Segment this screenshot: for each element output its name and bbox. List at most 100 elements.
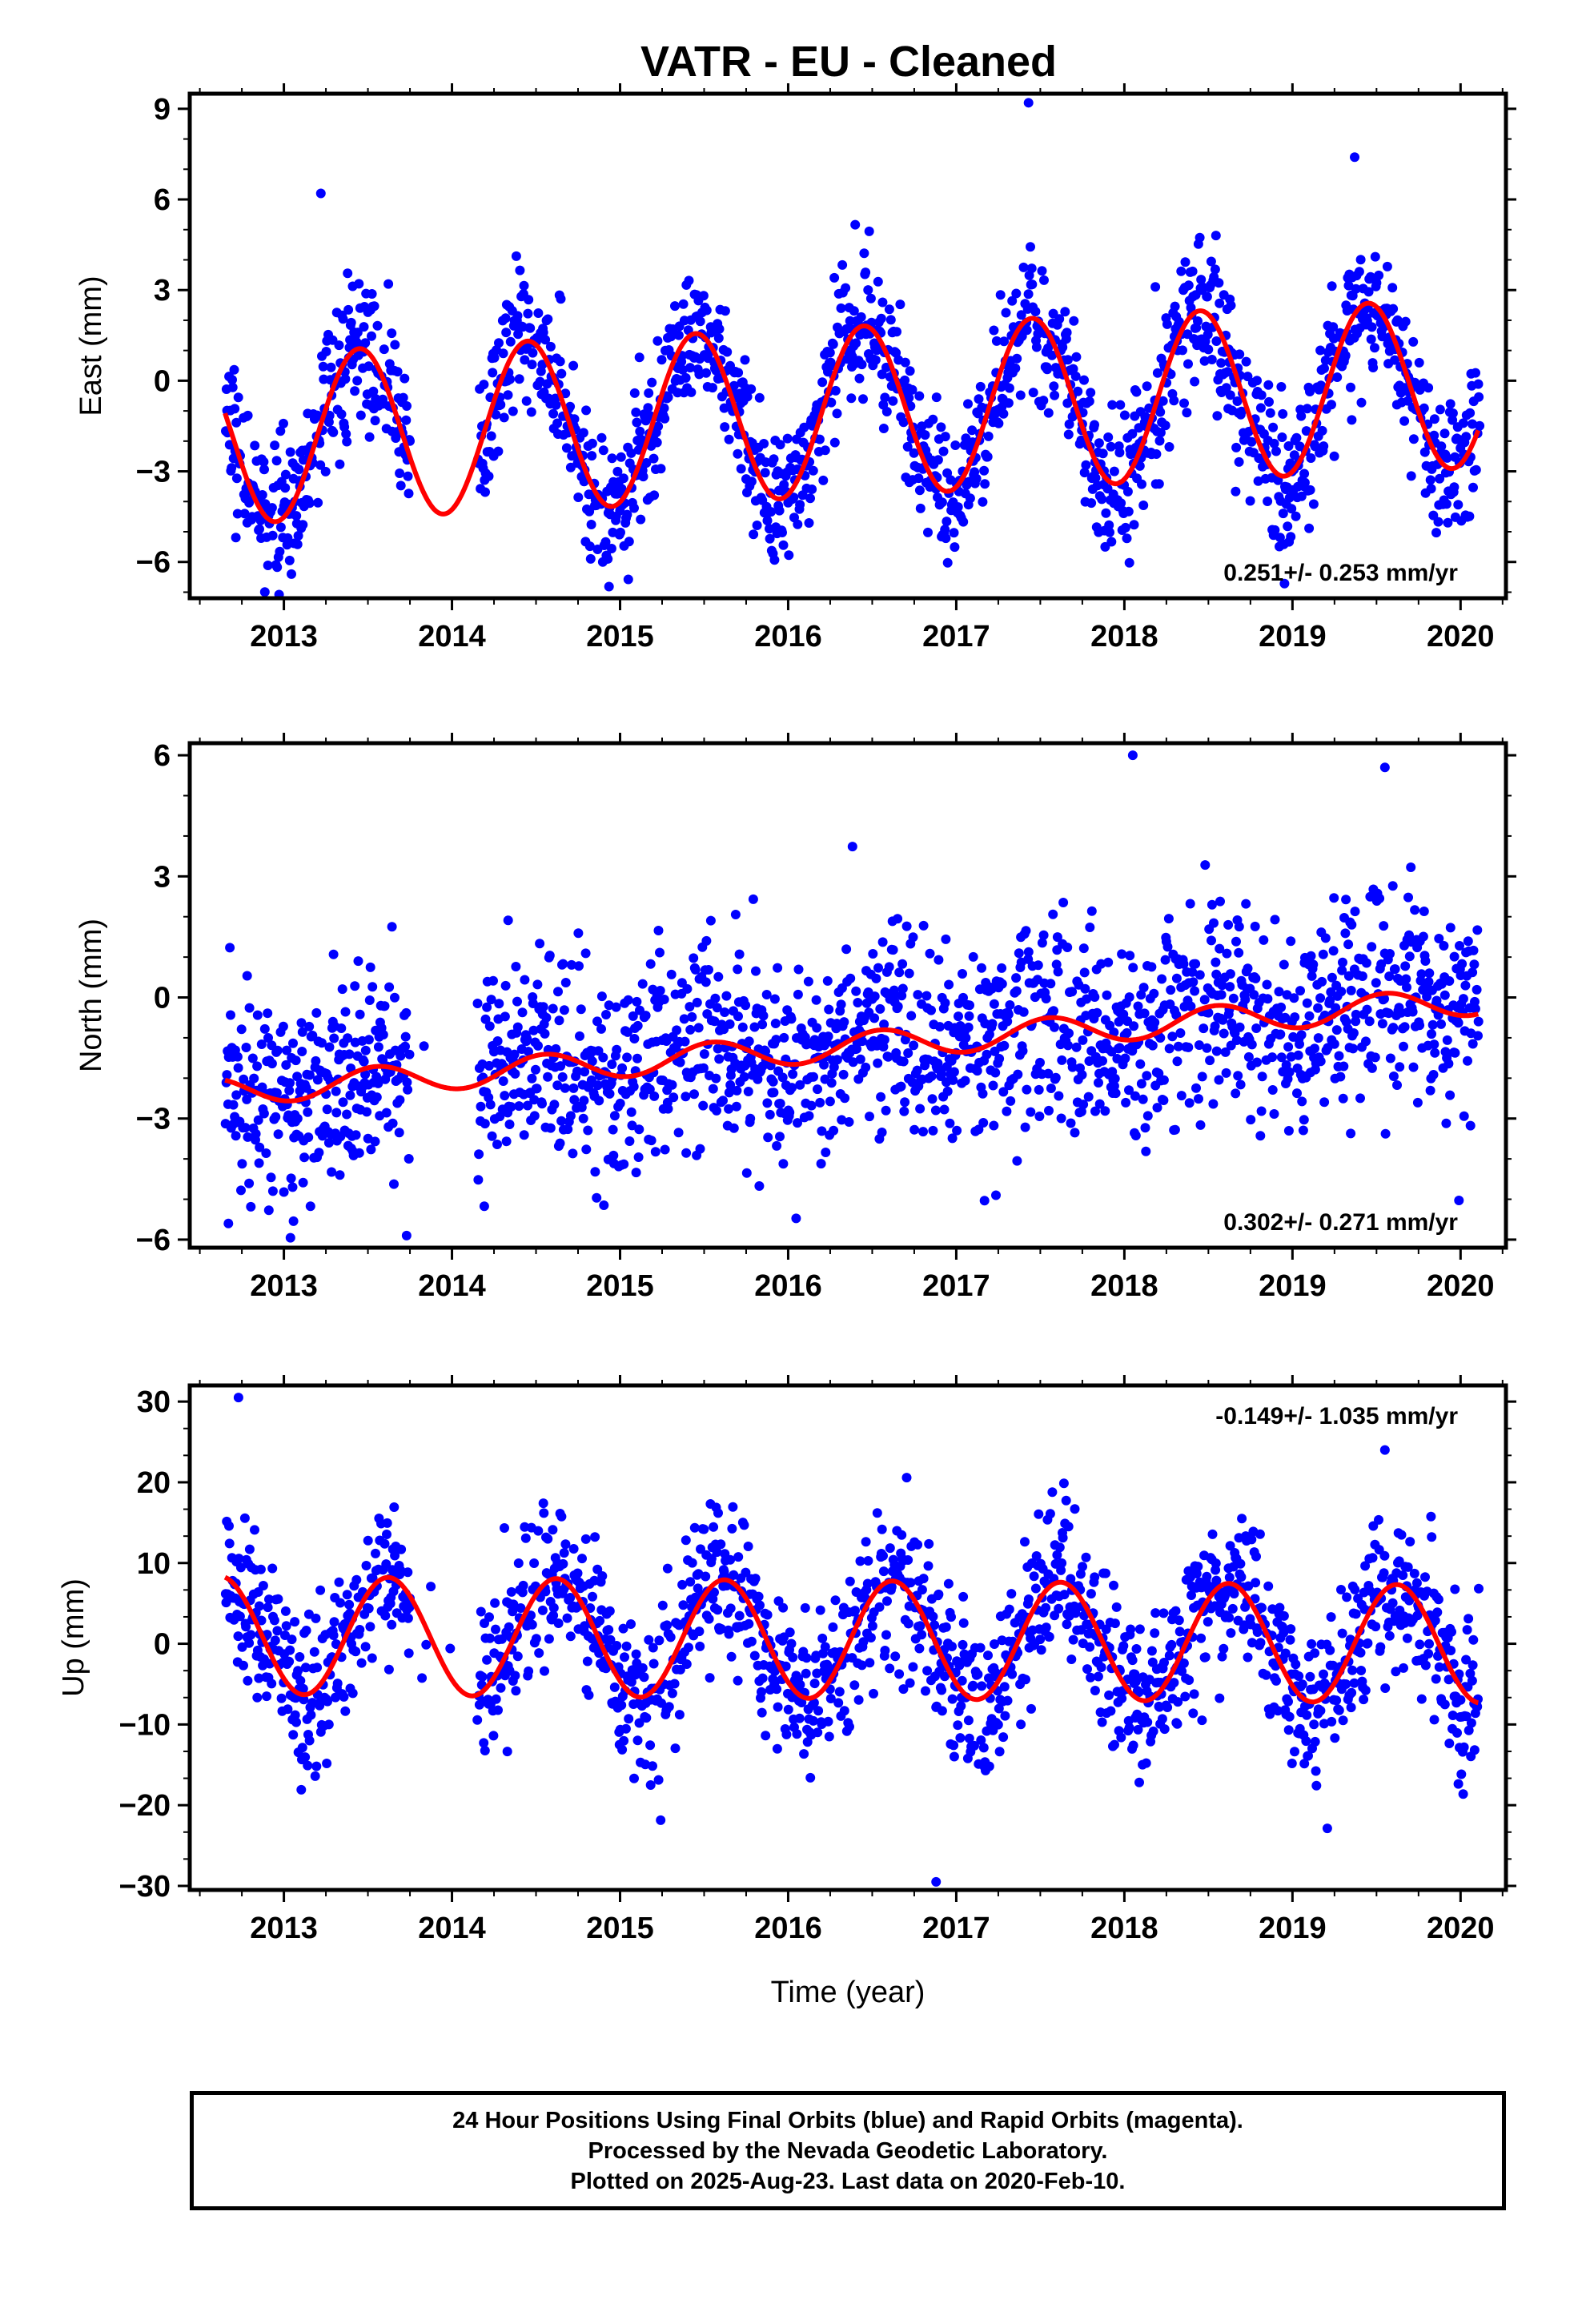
data-point <box>508 1606 518 1617</box>
data-point <box>269 1615 279 1626</box>
data-point <box>940 432 950 442</box>
data-point <box>580 1067 590 1077</box>
data-point <box>1419 447 1430 457</box>
data-point <box>918 920 929 931</box>
data-point <box>1031 342 1042 352</box>
data-point <box>892 327 901 337</box>
data-point <box>335 1598 345 1608</box>
data-point <box>704 965 713 975</box>
data-point <box>1331 1695 1342 1706</box>
data-point <box>1079 468 1090 478</box>
data-point <box>928 1125 938 1136</box>
data-point <box>1178 959 1189 969</box>
data-point <box>800 1602 810 1613</box>
data-point <box>677 364 688 375</box>
data-point <box>331 1108 342 1118</box>
data-point <box>851 338 861 348</box>
data-point <box>832 1055 842 1065</box>
data-point <box>510 1068 520 1079</box>
data-point <box>739 1072 749 1082</box>
data-point <box>1425 475 1435 485</box>
data-point <box>267 530 278 541</box>
data-point <box>1120 1053 1130 1063</box>
data-point <box>726 1651 737 1662</box>
data-point <box>1070 1128 1080 1138</box>
data-point <box>1131 387 1142 397</box>
data-point <box>323 1138 334 1148</box>
data-point <box>846 393 857 404</box>
data-point <box>360 1069 371 1080</box>
data-point <box>1454 1196 1464 1205</box>
data-point <box>1276 382 1287 392</box>
data-point <box>387 1118 398 1128</box>
data-point <box>653 926 664 935</box>
data-point <box>913 1539 923 1550</box>
data-point <box>528 999 538 1008</box>
data-point <box>359 322 369 332</box>
data-point <box>1164 1043 1174 1054</box>
data-point <box>1434 934 1444 943</box>
data-point <box>665 1632 676 1642</box>
data-point <box>763 1132 773 1143</box>
data-point <box>1468 419 1477 429</box>
data-point <box>934 1589 944 1599</box>
data-point <box>1441 1118 1452 1128</box>
data-point <box>1116 1732 1126 1743</box>
data-point <box>631 407 641 417</box>
data-point <box>1197 1072 1207 1082</box>
data-point <box>934 955 944 965</box>
data-point <box>653 421 664 432</box>
data-point <box>496 1683 506 1693</box>
data-point <box>1302 1710 1312 1720</box>
data-point <box>778 1159 789 1169</box>
data-point <box>588 1591 597 1602</box>
data-point <box>1133 1001 1143 1011</box>
data-point <box>1427 1029 1436 1039</box>
data-point <box>1236 406 1247 416</box>
data-point <box>712 1105 721 1116</box>
data-point <box>344 1049 355 1059</box>
data-point <box>339 1618 350 1629</box>
data-point <box>705 915 716 926</box>
data-point <box>1188 977 1199 987</box>
data-point <box>741 1168 752 1178</box>
data-point <box>1162 319 1172 329</box>
data-point <box>492 1036 503 1046</box>
data-point <box>928 1611 938 1622</box>
data-point <box>839 1017 849 1027</box>
data-point <box>1457 959 1468 969</box>
data-point <box>823 1031 833 1042</box>
data-point <box>563 1124 573 1135</box>
data-point <box>328 1630 339 1640</box>
data-point <box>286 1173 296 1184</box>
data-point <box>1290 1012 1300 1023</box>
data-point <box>643 403 653 413</box>
data-point <box>1160 955 1170 965</box>
data-point <box>1011 973 1022 983</box>
data-point <box>1366 334 1376 344</box>
data-point <box>648 1659 659 1669</box>
data-point <box>1169 396 1179 406</box>
data-point <box>731 1101 741 1112</box>
data-point <box>1436 1019 1446 1029</box>
data-point <box>1249 990 1259 1000</box>
data-point <box>312 1663 323 1673</box>
data-point <box>246 1201 256 1212</box>
data-point <box>1160 420 1170 431</box>
data-point <box>1172 1056 1182 1067</box>
data-point <box>419 1041 429 1051</box>
data-point <box>322 1104 332 1115</box>
data-point <box>278 1021 288 1031</box>
data-point <box>878 1566 889 1577</box>
data-point <box>1442 452 1452 463</box>
data-point <box>1187 967 1198 977</box>
data-point <box>620 1723 631 1734</box>
data-point <box>373 1078 383 1088</box>
data-point <box>701 935 712 946</box>
data-point <box>1322 1823 1332 1834</box>
data-point <box>476 1606 486 1617</box>
data-point <box>298 1683 308 1694</box>
data-point <box>1158 1075 1169 1085</box>
y-tick-label: −3 <box>136 456 171 489</box>
data-point <box>641 1713 652 1723</box>
